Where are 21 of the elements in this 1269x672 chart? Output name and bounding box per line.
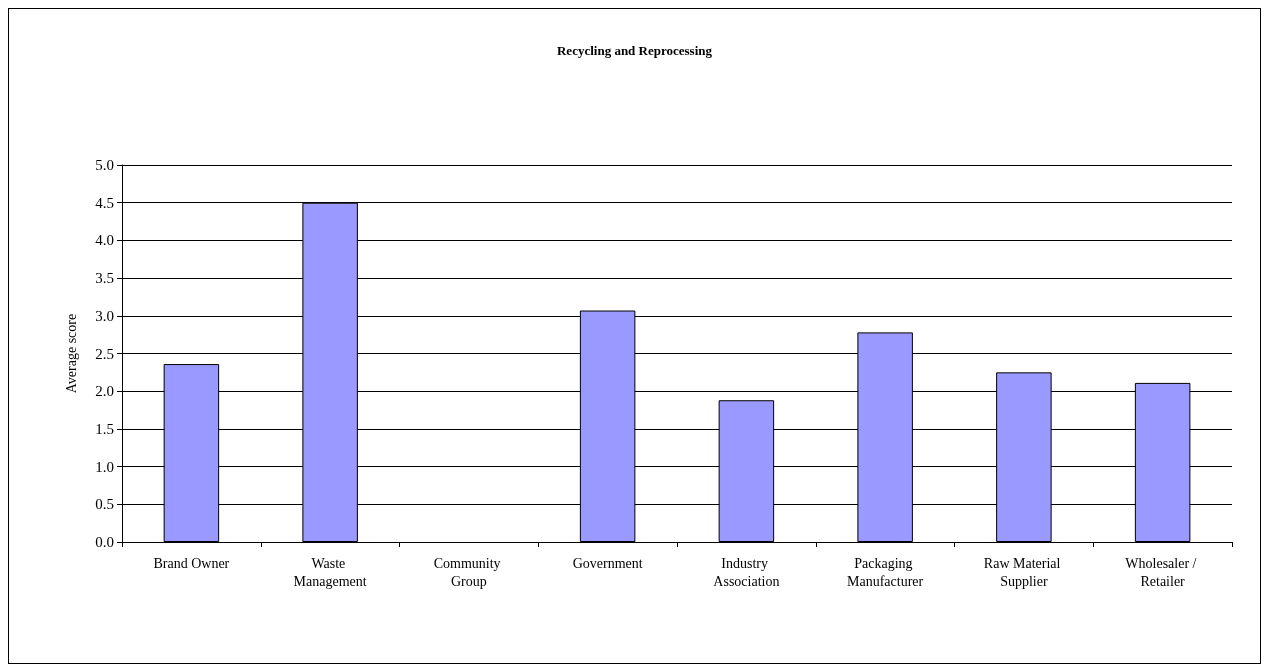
x-tick-label: Waste Management	[293, 555, 367, 589]
y-tick-label: 4.0	[95, 232, 114, 249]
y-tick-label: 5.0	[95, 157, 114, 173]
x-tick-label: Raw Material Supplier	[983, 555, 1064, 589]
y-tick-label: 3.0	[95, 307, 114, 324]
y-tick-label: 1.5	[95, 420, 114, 437]
x-tick-label: Community Group	[433, 555, 505, 589]
y-tick-label: 4.5	[95, 194, 114, 211]
y-tick-label: 1.0	[95, 458, 114, 475]
y-tick-label: 0.0	[95, 534, 114, 550]
x-tick-label: Brand Owner	[153, 555, 230, 571]
x-tick-label: Wholesaler / Retailer	[1125, 555, 1200, 589]
chart-title: Recycling and Reprocessing	[556, 43, 713, 58]
y-tick-label: 3.5	[95, 270, 114, 287]
y-tick-label: 2.5	[95, 345, 114, 362]
x-tick-label: Industry Association	[713, 555, 780, 589]
x-tick-label: Government	[572, 555, 643, 571]
y-axis-title: Average score	[63, 313, 79, 394]
y-tick-label: 2.0	[95, 383, 114, 400]
x-tick-label: Packaging Manufacturer	[847, 555, 924, 589]
y-tick-label: 0.5	[95, 496, 114, 513]
